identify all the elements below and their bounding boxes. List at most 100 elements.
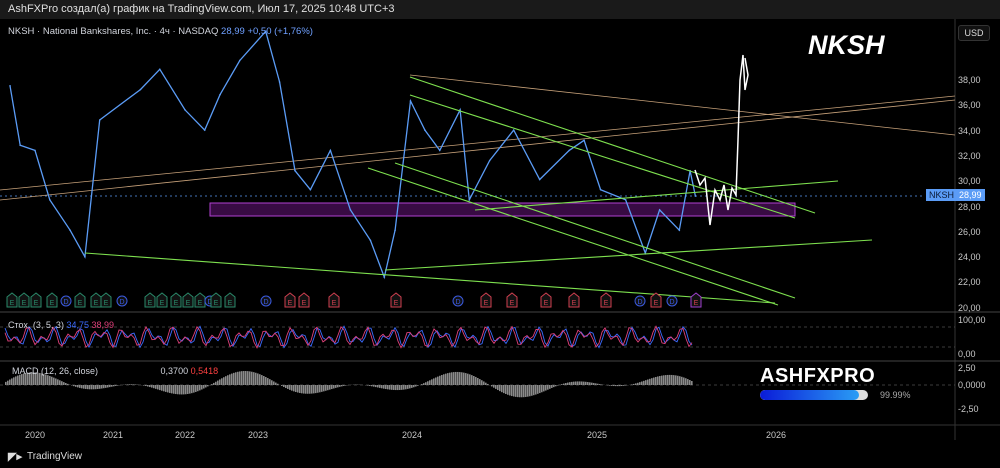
earnings-marker-icon: E [18, 292, 30, 308]
macd-bar [101, 385, 103, 389]
earnings-marker-icon: E [480, 292, 492, 308]
macd-bar [77, 385, 79, 388]
macd-bar [93, 385, 95, 390]
dividend-marker-icon: D [60, 295, 72, 307]
macd-bar [519, 385, 521, 398]
macd-bar [661, 375, 663, 385]
macd-bar [201, 385, 203, 390]
macd-bar [89, 385, 91, 390]
macd-bar [35, 372, 37, 385]
macd-bar [25, 373, 27, 385]
macd-bar [109, 385, 111, 388]
macd-bar [67, 383, 69, 385]
price-point [568, 149, 571, 152]
svg-text:E: E [186, 300, 191, 307]
dividend-marker-icon: D [452, 295, 464, 307]
macd-bar [275, 382, 277, 385]
macd-bar [441, 374, 443, 385]
macd-bar [543, 385, 545, 392]
price-point [383, 276, 386, 278]
macd-bar [11, 378, 13, 385]
price-point [9, 85, 11, 87]
macd-bar [53, 377, 55, 385]
macd-bar [527, 385, 529, 397]
earnings-marker-icon: E [90, 292, 102, 308]
price-axis-label: 26,00 [958, 226, 981, 237]
macd-bar [341, 385, 343, 387]
macd-bar [653, 377, 655, 385]
macd-bar [649, 378, 651, 385]
macd-bar [579, 381, 581, 385]
macd-bar [291, 385, 293, 391]
macd-bar [265, 377, 267, 385]
macd-bar [117, 385, 119, 386]
macd-bar [367, 385, 369, 386]
macd-bar [383, 385, 385, 389]
macd-bar [183, 385, 185, 395]
macd-bar [181, 385, 183, 395]
macd-bar [113, 385, 115, 387]
macd-bar [565, 383, 567, 385]
macd-bar [225, 376, 227, 385]
macd-bar [659, 376, 661, 385]
price-point [409, 100, 412, 102]
price-axis-label: 28,00 [958, 201, 981, 212]
macd-bar [491, 385, 493, 387]
macd-bar [223, 377, 225, 385]
macd-bar [469, 374, 471, 385]
currency-button[interactable]: USD [958, 25, 990, 41]
macd-bar [207, 385, 209, 387]
macd-bar [153, 385, 155, 389]
macd-bar [523, 385, 525, 398]
earnings-marker-icon: E [284, 292, 296, 308]
macd-legend: MACD (12, 26, close) 0,3700 0,5418 [12, 366, 219, 376]
svg-text:E: E [394, 300, 399, 307]
svg-text:E: E [544, 300, 549, 307]
price-point [69, 229, 71, 231]
macd-bar [409, 385, 411, 389]
price-point [184, 109, 186, 111]
macd-bar [473, 375, 475, 385]
macd-bar [429, 380, 431, 385]
macd-bar [333, 385, 335, 389]
macd-bar [591, 382, 593, 385]
price-point [459, 109, 461, 111]
stoch-legend: Стох. (3, 5, 3) 34,75 38,99 [8, 320, 115, 330]
macd-bar [99, 385, 101, 389]
macd-bar [385, 385, 387, 390]
macd-bar [335, 385, 337, 388]
earnings-marker-icon: E [224, 292, 236, 308]
macd-axis-label: -2,50 [958, 404, 979, 414]
macd-bar [339, 385, 341, 387]
macd-bar [37, 372, 39, 385]
macd-bar [193, 385, 195, 393]
earnings-marker-icon: E [100, 292, 112, 308]
macd-bar [57, 379, 59, 385]
svg-text:D: D [119, 299, 124, 306]
macd-bar [293, 385, 295, 392]
macd-bar [575, 381, 577, 385]
earnings-marker-icon: E [540, 292, 552, 308]
macd-bar [681, 376, 683, 385]
macd-bar [465, 373, 467, 385]
macd-bar [547, 385, 549, 390]
macd-bar [421, 384, 423, 385]
price-axis-label: 38,00 [958, 75, 981, 85]
svg-text:E: E [654, 300, 659, 307]
symbol-legend: NKSH · National Bankshares, Inc. · 4ч · … [8, 26, 313, 37]
macd-bar [685, 378, 687, 385]
macd-bar [173, 385, 175, 394]
price-point [624, 199, 627, 201]
macd-bar [501, 385, 503, 393]
macd-bar [129, 384, 131, 385]
macd-bar [451, 372, 453, 385]
macd-bar [581, 381, 583, 385]
svg-text:E: E [78, 300, 83, 307]
macd-bar [423, 383, 425, 385]
price-point [349, 209, 352, 211]
macd-bar [493, 385, 495, 388]
macd-bar [401, 385, 403, 390]
price-axis-label: 34,00 [958, 125, 981, 136]
macd-bar [415, 385, 417, 387]
